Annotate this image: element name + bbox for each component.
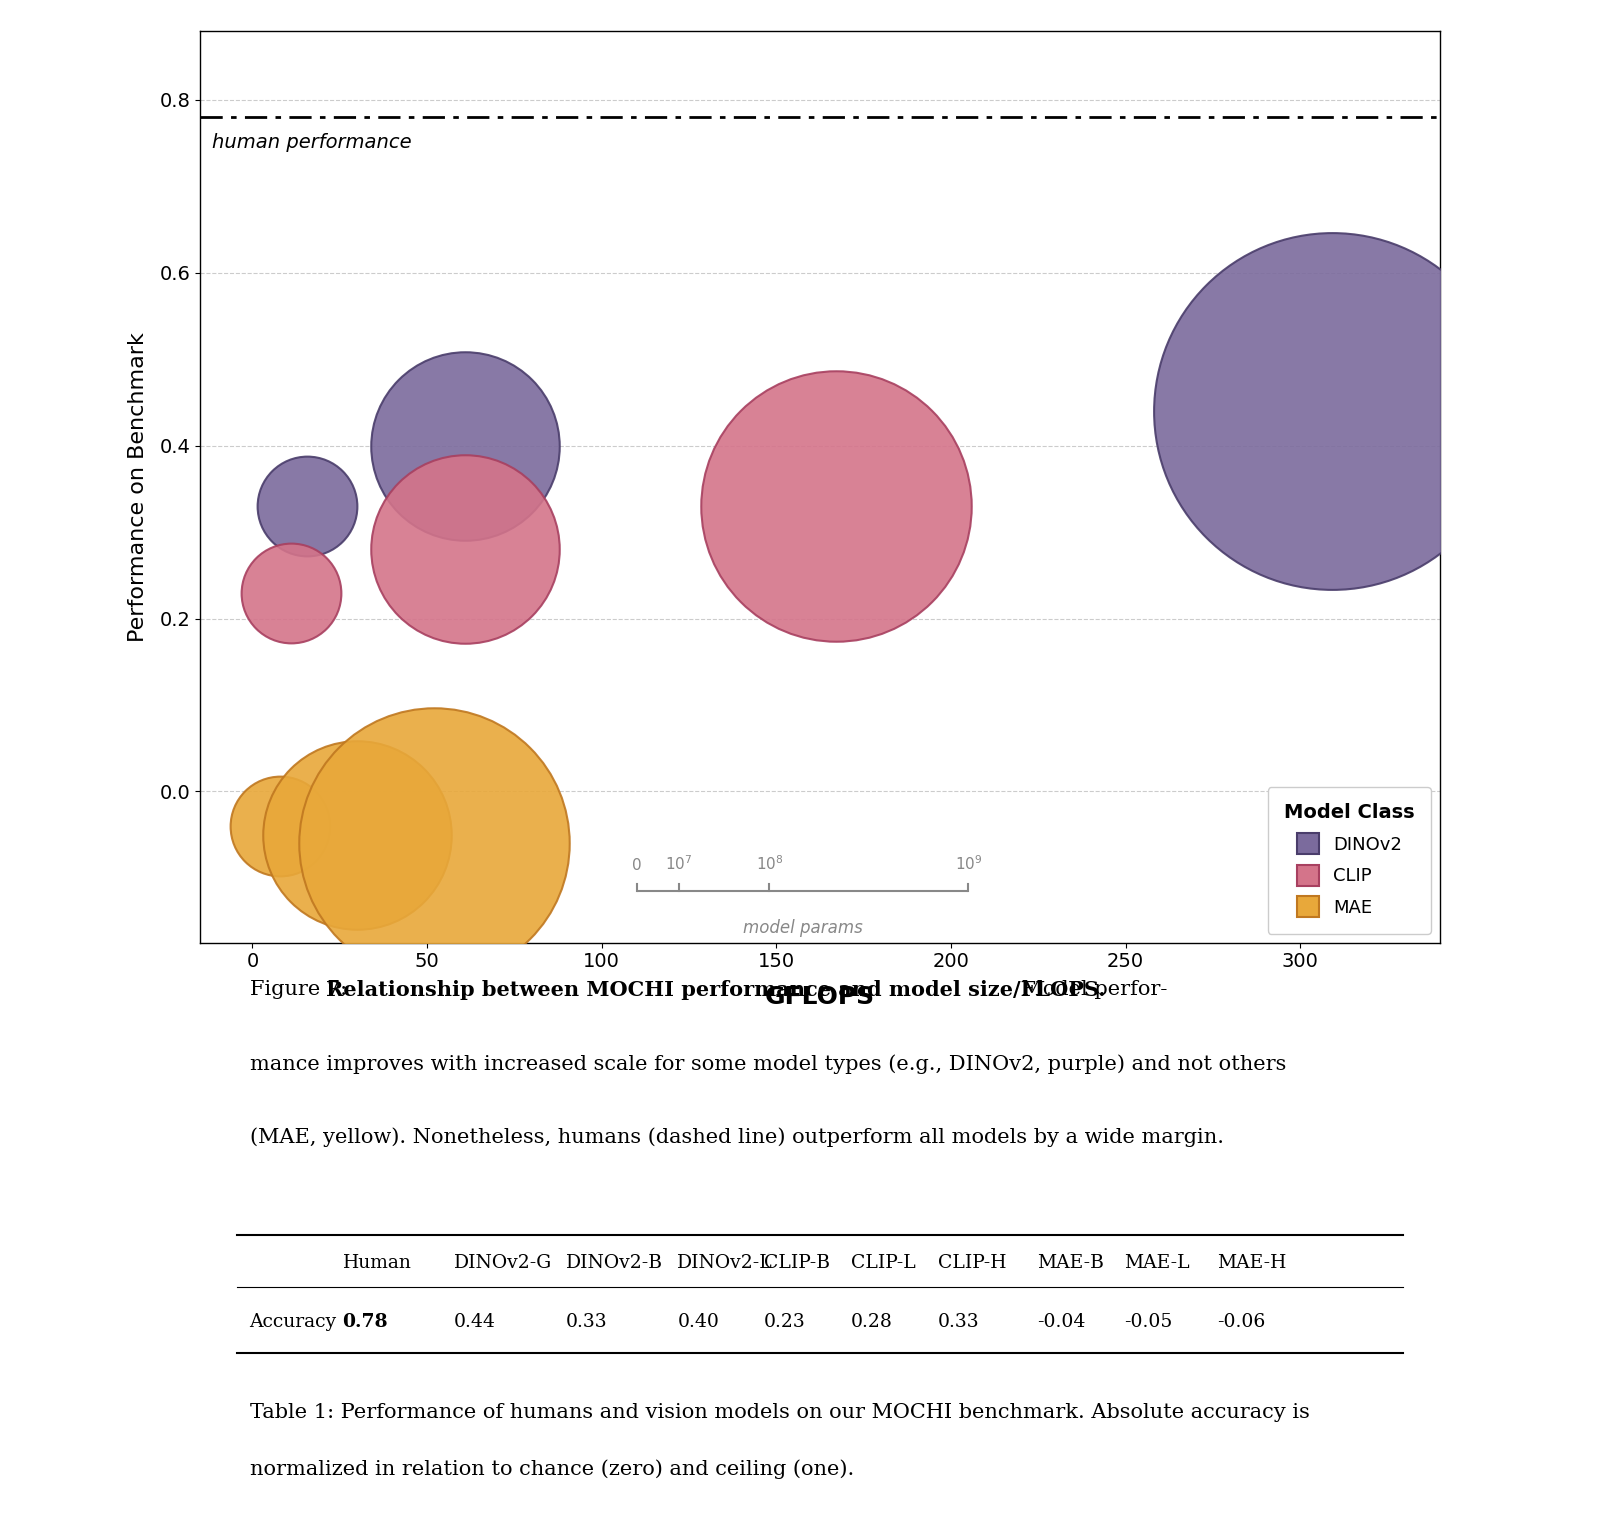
Text: human performance: human performance: [213, 132, 413, 152]
Text: CLIP-L: CLIP-L: [851, 1255, 915, 1272]
Text: 0.23: 0.23: [765, 1313, 806, 1332]
Point: [453, 537, 478, 561]
Text: $10^9$: $10^9$: [955, 855, 982, 874]
Text: $10^8$: $10^8$: [755, 855, 782, 874]
Point: [294, 494, 320, 518]
Text: CLIP-H: CLIP-H: [938, 1255, 1006, 1272]
Text: mance improves with increased scale for some model types (e.g., DINOv2, purple) : mance improves with increased scale for …: [250, 1054, 1286, 1074]
Text: 0.33: 0.33: [938, 1313, 979, 1332]
Text: 0.33: 0.33: [566, 1313, 608, 1332]
Text: -0.05: -0.05: [1123, 1313, 1173, 1332]
Point: [421, 831, 446, 855]
Point: [267, 814, 293, 838]
Text: Figure 7:: Figure 7:: [250, 980, 354, 1000]
Text: DINOv2-G: DINOv2-G: [454, 1255, 552, 1272]
Point: [453, 434, 478, 458]
Text: DINOv2-L: DINOv2-L: [677, 1255, 773, 1272]
Text: Model perfor-: Model perfor-: [1014, 980, 1166, 1000]
Text: 0: 0: [632, 858, 642, 874]
Text: CLIP-B: CLIP-B: [765, 1255, 830, 1272]
Point: [1318, 398, 1344, 423]
Text: Relationship between MOCHI performance and model size/FLOPS.: Relationship between MOCHI performance a…: [326, 980, 1106, 1000]
X-axis label: GFLOPS: GFLOPS: [765, 986, 875, 1009]
Text: DINOv2-B: DINOv2-B: [566, 1255, 662, 1272]
Text: $10^7$: $10^7$: [666, 855, 693, 874]
Text: 0.40: 0.40: [677, 1313, 720, 1332]
Text: MAE-L: MAE-L: [1123, 1255, 1189, 1272]
Text: model params: model params: [742, 920, 862, 937]
Y-axis label: Performance on Benchmark: Performance on Benchmark: [128, 332, 149, 641]
Point: [822, 494, 848, 518]
Text: MAE-H: MAE-H: [1216, 1255, 1286, 1272]
Text: Accuracy: Accuracy: [250, 1313, 336, 1332]
Text: 0.44: 0.44: [454, 1313, 496, 1332]
Text: Table 1: Performance of humans and vision models on our MOCHI benchmark. Absolut: Table 1: Performance of humans and visio…: [250, 1403, 1309, 1423]
Text: -0.06: -0.06: [1216, 1313, 1266, 1332]
Text: 0.78: 0.78: [342, 1313, 389, 1332]
Text: Human: Human: [342, 1255, 411, 1272]
Text: normalized in relation to chance (zero) and ceiling (one).: normalized in relation to chance (zero) …: [250, 1460, 854, 1480]
Text: MAE-B: MAE-B: [1037, 1255, 1104, 1272]
Text: (MAE, yellow). Nonetheless, humans (dashed line) outperform all models by a wide: (MAE, yellow). Nonetheless, humans (dash…: [250, 1127, 1224, 1147]
Point: [344, 823, 370, 847]
Point: [278, 580, 304, 604]
Text: 0.28: 0.28: [851, 1313, 893, 1332]
Legend: DINOv2, CLIP, MAE: DINOv2, CLIP, MAE: [1267, 787, 1430, 934]
Text: -0.04: -0.04: [1037, 1313, 1085, 1332]
